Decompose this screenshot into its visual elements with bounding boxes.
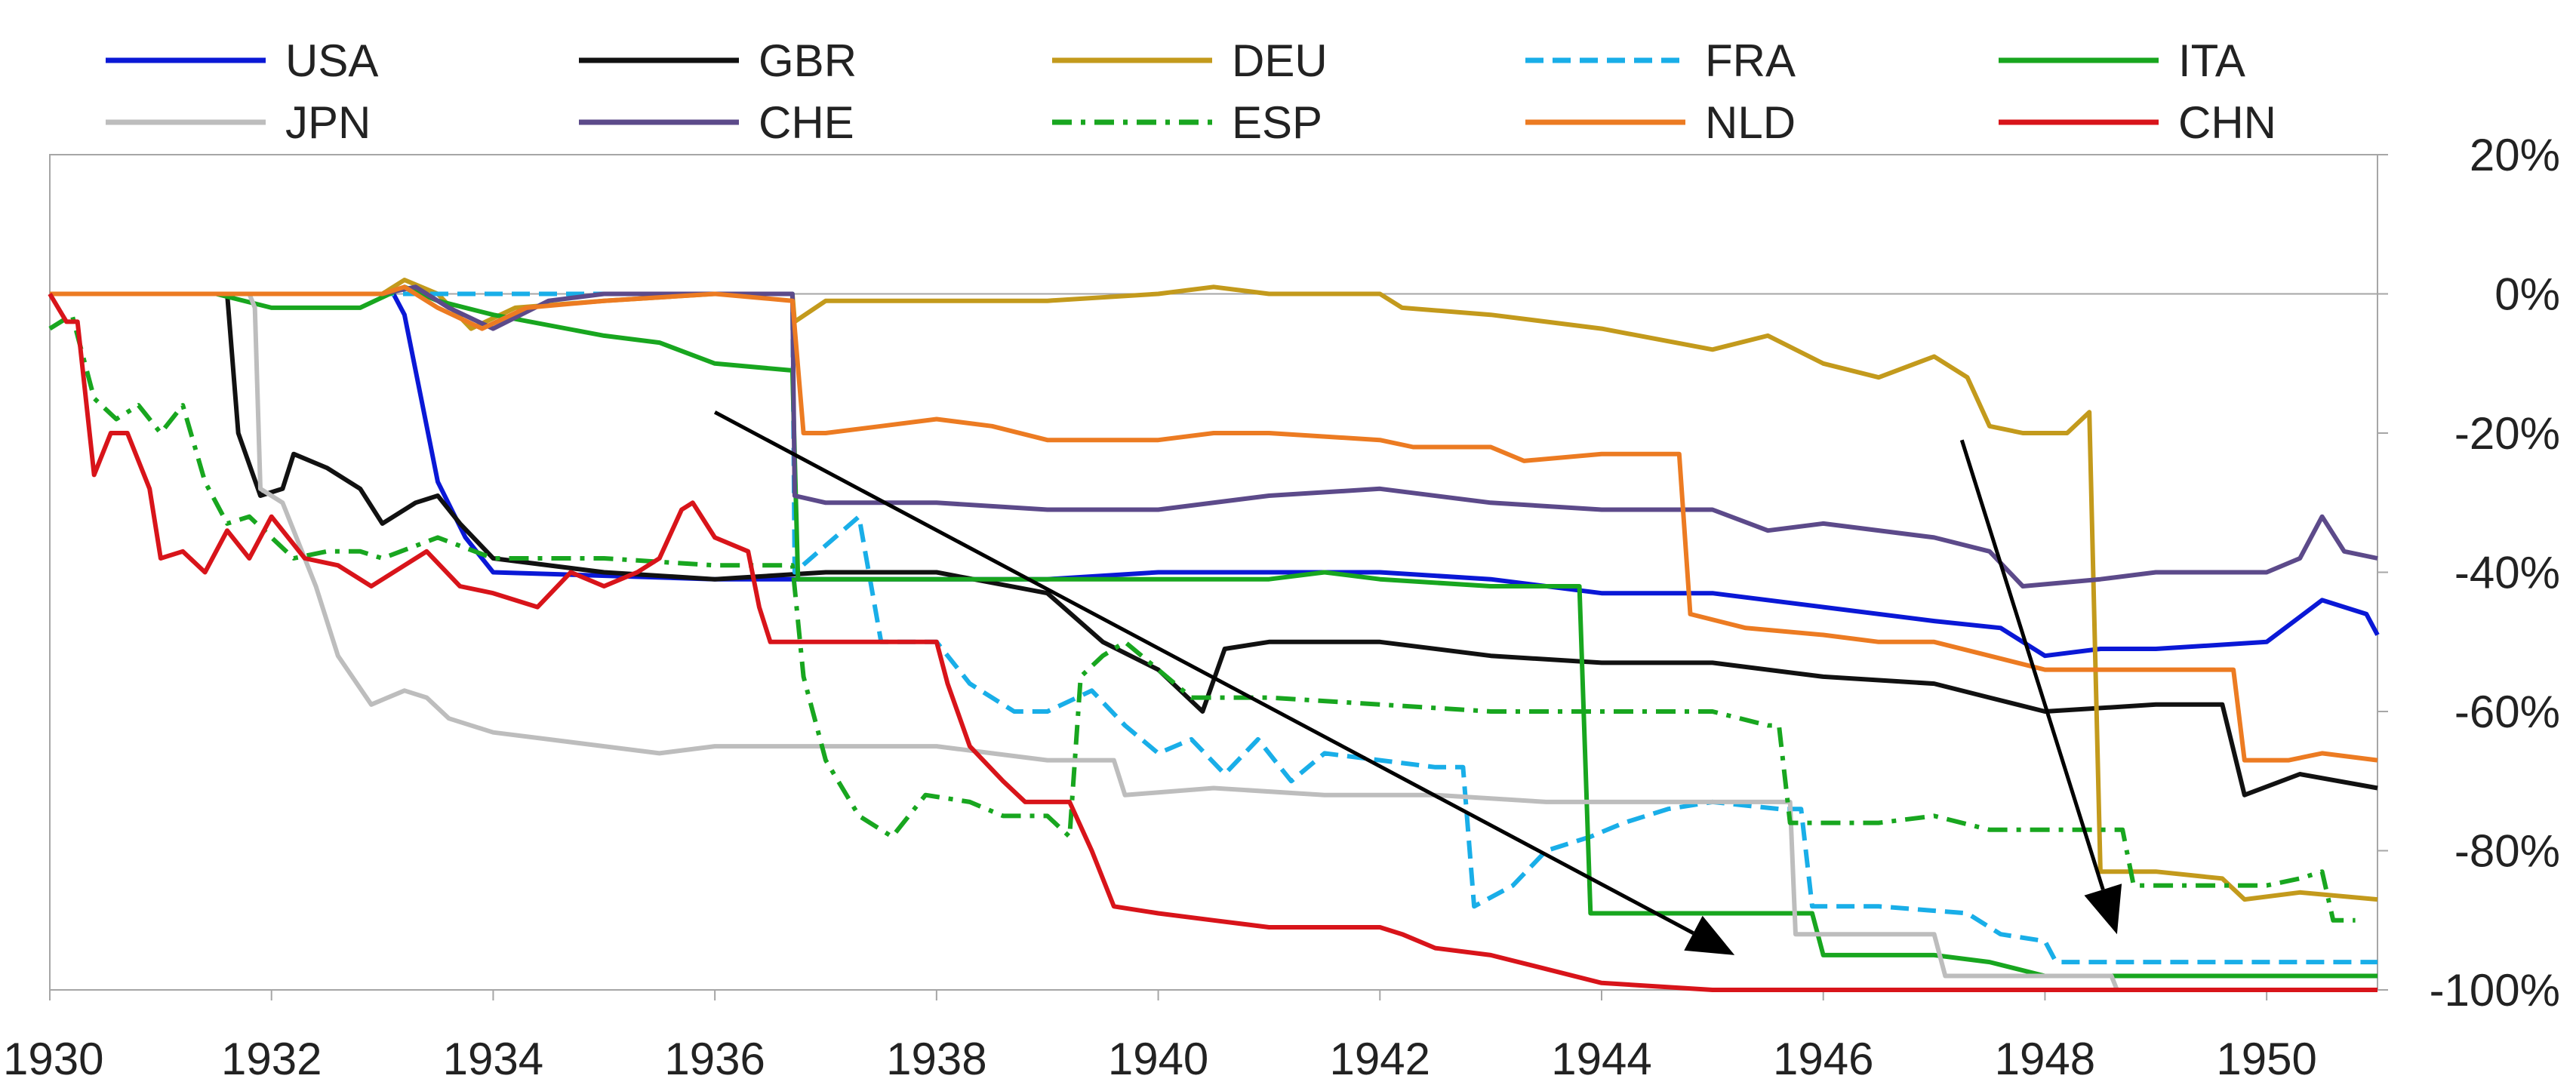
x-tick-label: 1948 (1995, 1034, 2095, 1084)
legend-label-gbr: GBR (759, 35, 857, 86)
x-tick-label: 1930 (3, 1034, 103, 1084)
y-tick-label: -60% (2454, 687, 2560, 737)
x-tick-label: 1934 (443, 1034, 543, 1084)
x-axis: 1930 1932 1934 1936 1938 1940 1942 1944 1946 1948… (3, 990, 2317, 1084)
legend-label-deu: DEU (1232, 35, 1328, 86)
series-layer (48, 278, 2380, 992)
y-tick-label: -80% (2454, 826, 2560, 877)
annotation-arrow-line (713, 410, 1694, 935)
x-tick-label: 1932 (221, 1034, 322, 1084)
x-tick-label: 1946 (1773, 1034, 1873, 1084)
annotation-arrow-line (1959, 439, 2105, 890)
legend-label-usa: USA (285, 35, 378, 86)
legend-label-che: CHE (759, 97, 854, 148)
series-line-fra (50, 291, 2377, 965)
x-tick-label: 1944 (1551, 1034, 1651, 1084)
series-line-nld (50, 284, 2378, 763)
x-tick-label: 1950 (2216, 1034, 2316, 1084)
y-tick-label: -20% (2454, 408, 2560, 459)
legend-label-ita: ITA (2178, 35, 2245, 86)
y-tick-label: 0% (2494, 269, 2560, 320)
x-tick-label: 1940 (1108, 1034, 1208, 1084)
x-tick-label: 1936 (664, 1034, 765, 1084)
series-line-esp (48, 312, 2356, 923)
y-axis: 20% 0% -20% -40% -60% -80% -100% (2377, 130, 2560, 1016)
x-tick-label: 1938 (886, 1034, 986, 1084)
y-tick-label: 20% (2470, 130, 2560, 180)
legend-label-nld: NLD (1705, 97, 1796, 148)
y-tick-label: -100% (2430, 965, 2560, 1016)
series-line-gbr (50, 291, 2378, 798)
legend-label-jpn: JPN (285, 97, 371, 148)
y-tick-label: -40% (2454, 548, 2560, 598)
series-line-chn (48, 292, 2377, 992)
x-tick-label: 1942 (1330, 1034, 1430, 1084)
annotation-arrow-head (2084, 884, 2122, 935)
annotation-arrow-head (1684, 915, 1735, 955)
series-line-che (50, 284, 2378, 589)
legend-label-chn: CHN (2178, 97, 2276, 148)
annotation-layer (713, 410, 2122, 955)
legend-label-esp: ESP (1232, 97, 1322, 148)
legend-label-fra: FRA (1705, 35, 1796, 86)
legend: USA GBR DEU FRA ITA JPN CHE ESP NLD CHN (106, 35, 2276, 148)
series-line-jpn (50, 291, 2377, 992)
series-line-usa (50, 291, 2380, 659)
